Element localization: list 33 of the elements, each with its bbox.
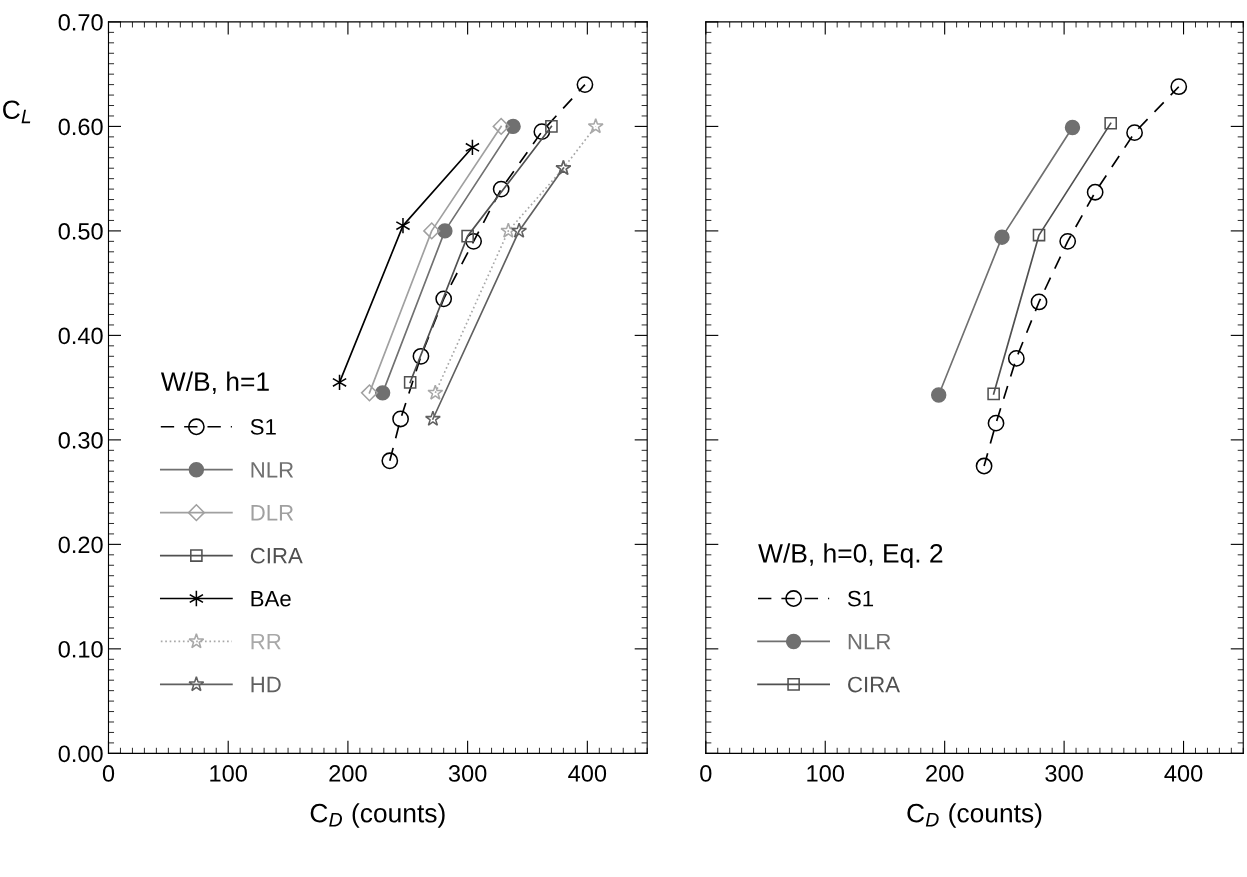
y-tick-label: 0.60 — [58, 118, 103, 136]
legend-label: NLR — [848, 633, 891, 650]
y-tick-label: 0.10 — [58, 640, 103, 658]
x-tick-label: 0 — [102, 765, 115, 782]
y-tick-label: 0.00 — [58, 745, 103, 763]
x-tick-label: 400 — [1164, 765, 1203, 782]
y-tick-label: 0.30 — [58, 431, 103, 449]
legend-title: W/B, h=0, Eq. 2 — [758, 543, 943, 568]
y-axis-title: C$_{L}$ — [3, 100, 31, 124]
legend-label: HD — [251, 676, 281, 693]
y-tick-label: 0.70 — [58, 13, 103, 31]
x-axis-title: C$_{D}$ (counts) — [310, 803, 445, 828]
legend-label: CIRA — [250, 547, 303, 564]
legend-title: W/B, h=1 — [160, 371, 269, 395]
x-tick-label: 0 — [700, 765, 712, 782]
x-tick-label: 200 — [926, 765, 964, 782]
x-tick-label: 200 — [329, 765, 367, 782]
x-tick-label: 100 — [807, 765, 845, 782]
x-axis-title: C$_{D}$ (counts) — [907, 803, 1042, 828]
y-tick-label: 0.20 — [58, 536, 103, 554]
x-tick-label: 300 — [1045, 765, 1083, 782]
legend-label: RR — [251, 633, 281, 650]
y-tick-label: 0.50 — [58, 222, 103, 240]
y-tick-label: 0.40 — [58, 327, 103, 345]
legend-label: S1 — [250, 419, 276, 435]
x-tick-label: 400 — [568, 765, 607, 782]
legend-label: BAe — [251, 591, 291, 607]
legend-label: NLR — [251, 462, 294, 478]
legend-label: CIRA — [848, 676, 900, 693]
x-tick-label: 100 — [210, 765, 247, 782]
legend-label: S1 — [847, 590, 874, 607]
x-tick-label: 300 — [448, 765, 487, 782]
legend-label: DLR — [251, 505, 294, 521]
